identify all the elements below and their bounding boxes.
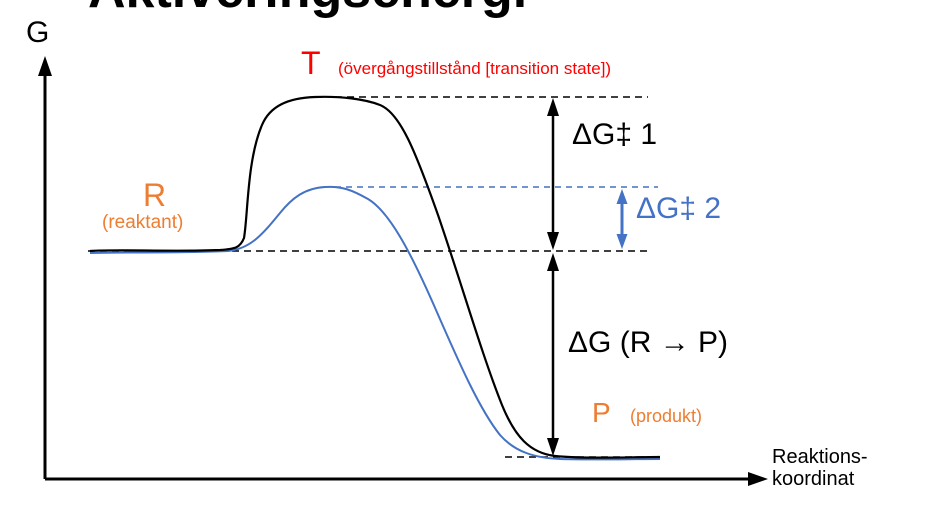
catalyzed-reaction-curve (89, 185, 661, 461)
y-axis (38, 56, 52, 479)
x-axis-label-line1: Reaktions- (772, 446, 868, 468)
transition-state-note: (övergångstillstånd [transition state]) (338, 59, 612, 78)
activation-energy-1-arrow (547, 98, 559, 250)
reactant-note: (reaktant) (102, 212, 184, 233)
uncatalyzed-reaction-curve (89, 95, 661, 459)
product-note: (produkt) (630, 406, 703, 426)
x-axis (45, 472, 768, 486)
product-label: P (592, 397, 611, 428)
reactant-label: R (143, 177, 167, 213)
activation-energy-2-arrow (616, 189, 628, 249)
reaction-free-energy-label: ΔG (R → P) (568, 326, 729, 359)
x-axis-label-line2: koordinat (772, 468, 855, 490)
x-axis-label: Reaktions- koordinat (772, 446, 868, 490)
transition-state-label: T (301, 45, 321, 81)
activation-energy-1-label: ΔG‡ 1 (572, 118, 658, 151)
y-axis-label: G (26, 16, 50, 49)
page-title: Aktiveringsenergi (88, 0, 527, 20)
x-axis-arrowhead (748, 472, 768, 486)
reaction-free-energy-arrow (547, 253, 559, 456)
activation-energy-2-label: ΔG‡ 2 (636, 192, 722, 225)
y-axis-arrowhead (38, 56, 52, 76)
